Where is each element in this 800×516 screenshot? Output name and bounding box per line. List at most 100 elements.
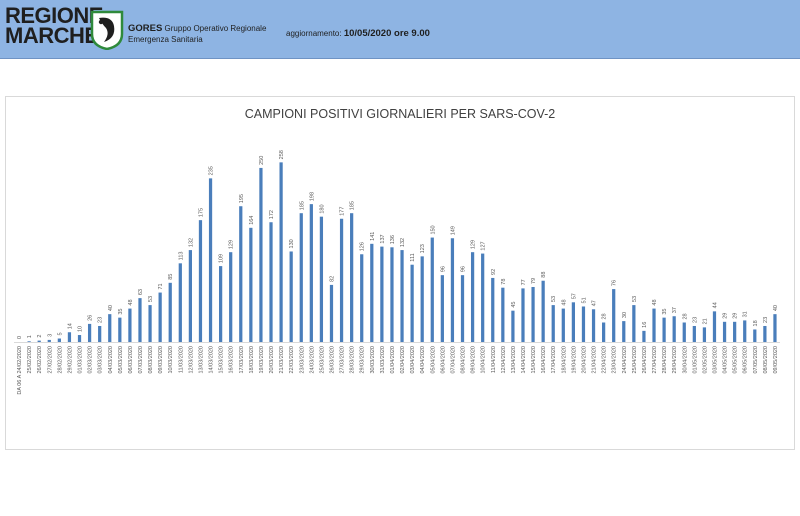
- org-name: GORES: [128, 23, 163, 34]
- x-tick-label: DA 06 A 24/02/2020: [17, 346, 23, 395]
- x-tick-label: 26/04/2020: [642, 346, 648, 374]
- x-tick-label: 05/05/2020: [733, 346, 739, 374]
- bar: [662, 317, 666, 342]
- data-label: 76: [612, 280, 618, 286]
- update-info: aggiornamento: 10/05/2020 ore 9.00: [286, 28, 430, 39]
- data-label: 45: [511, 302, 517, 308]
- x-tick-label: 22/04/2020: [602, 346, 608, 374]
- data-label: 79: [531, 278, 537, 284]
- x-tick-label: 18/04/2020: [561, 346, 567, 374]
- data-label: 35: [118, 309, 124, 315]
- data-label: 29: [723, 313, 729, 319]
- x-tick-label: 06/05/2020: [743, 346, 749, 374]
- x-tick-label: 17/04/2020: [551, 346, 557, 374]
- bar: [420, 256, 424, 342]
- x-tick-label: 26/02/2020: [37, 346, 43, 374]
- x-tick-label: 23/04/2020: [612, 346, 618, 374]
- data-label: 63: [138, 289, 144, 295]
- header-banner: REGIONE MARCHE GORES Gruppo Operativo Re…: [0, 0, 800, 59]
- data-label: 31: [743, 311, 749, 317]
- bar: [531, 286, 535, 342]
- x-tick-label: 07/04/2020: [450, 346, 456, 374]
- x-tick-label: 12/03/2020: [188, 346, 194, 374]
- x-tick-label: 08/03/2020: [148, 346, 154, 374]
- x-tick-label: 16/04/2020: [541, 346, 547, 374]
- bar: [652, 308, 656, 342]
- bar: [370, 243, 374, 342]
- data-label: 23: [763, 317, 769, 323]
- data-label: 44: [712, 302, 718, 308]
- x-tick-label: 23/03/2020: [299, 346, 305, 374]
- bar: [491, 277, 495, 342]
- region-line2: MARCHE: [5, 23, 99, 48]
- x-tick-label: 03/03/2020: [98, 346, 104, 374]
- x-tick-label: 19/04/2020: [571, 346, 577, 374]
- bar: [178, 263, 182, 342]
- x-tick-label: 21/04/2020: [592, 346, 598, 374]
- x-tick-label: 12/04/2020: [501, 346, 507, 374]
- data-label: 172: [269, 210, 275, 219]
- bar: [98, 325, 102, 342]
- data-label: 130: [289, 239, 295, 248]
- bar: [269, 222, 273, 342]
- org-desc1: Gruppo Operativo Regionale: [164, 24, 267, 33]
- org-block: GORES Gruppo Operativo Regionale Emergen…: [128, 23, 266, 45]
- x-tick-label: 05/03/2020: [118, 346, 124, 374]
- data-label: 57: [571, 293, 577, 299]
- bar: [743, 320, 747, 342]
- data-label: 96: [461, 266, 467, 272]
- bar: [612, 289, 616, 342]
- data-label: 195: [239, 194, 245, 203]
- x-tick-label: 28/04/2020: [662, 346, 668, 374]
- bar: [410, 264, 414, 342]
- data-label: 48: [561, 299, 567, 305]
- data-label: 5: [57, 332, 63, 335]
- bar: [632, 305, 636, 342]
- x-tick-label: 07/03/2020: [138, 346, 144, 374]
- bar: [118, 317, 122, 342]
- x-tick-label: 03/04/2020: [410, 346, 416, 374]
- bar: [279, 162, 283, 342]
- data-label: 2: [37, 335, 43, 338]
- data-label: 1: [27, 335, 33, 338]
- x-tick-label: 09/04/2020: [471, 346, 477, 374]
- org-desc2: Emergenza Sanitaria: [128, 35, 203, 44]
- data-label: 16: [642, 322, 648, 328]
- x-tick-label: 31/03/2020: [380, 346, 386, 374]
- data-label: 18: [753, 320, 759, 326]
- x-tick-label: 15/03/2020: [219, 346, 225, 374]
- x-tick-label: 09/05/2020: [773, 346, 779, 374]
- x-tick-label: 30/04/2020: [682, 346, 688, 374]
- x-tick-label: 02/05/2020: [702, 346, 708, 374]
- x-tick-label: 28/03/2020: [350, 346, 356, 374]
- region-line1: REGIONE: [5, 3, 103, 28]
- bar: [37, 340, 41, 342]
- bar: [400, 250, 404, 342]
- bar: [239, 206, 243, 342]
- data-label: 0: [17, 336, 23, 339]
- bar: [682, 322, 686, 342]
- bar: [571, 302, 575, 342]
- data-label: 88: [541, 272, 547, 278]
- bar-chart: CAMPIONI POSITIVI GIORNALIERI PER SARS-C…: [14, 107, 780, 395]
- data-label: 137: [380, 234, 386, 243]
- bar: [168, 282, 172, 342]
- x-tick-label: 25/02/2020: [27, 346, 33, 374]
- bar: [259, 167, 263, 342]
- x-tick-label: 27/04/2020: [652, 346, 658, 374]
- bar: [390, 247, 394, 342]
- x-tick-label: 19/03/2020: [259, 346, 265, 374]
- bar: [309, 204, 313, 342]
- bar: [511, 310, 515, 342]
- bar: [561, 308, 565, 342]
- x-tick-label: 08/05/2020: [763, 346, 769, 374]
- chart-title: CAMPIONI POSITIVI GIORNALIERI PER SARS-C…: [245, 107, 556, 121]
- bar: [450, 238, 455, 342]
- data-label: 185: [350, 201, 356, 210]
- x-tick-label: 02/04/2020: [400, 346, 406, 374]
- bar: [460, 275, 465, 342]
- bar: [198, 220, 203, 342]
- bar: [602, 322, 606, 342]
- x-tick-label: 29/04/2020: [672, 346, 678, 374]
- x-tick-label: 29/03/2020: [360, 346, 366, 374]
